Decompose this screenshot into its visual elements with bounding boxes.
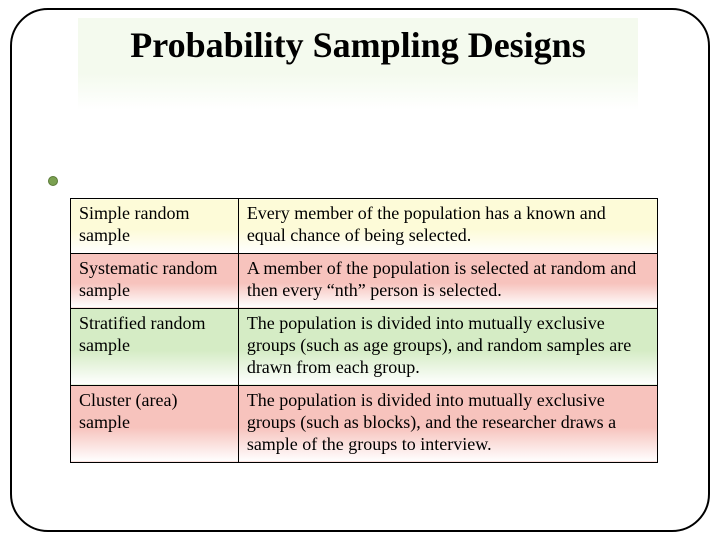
term-cell: Systematic random sample <box>71 253 239 308</box>
slide-title: Probability Sampling Designs <box>130 24 585 66</box>
title-box: Probability Sampling Designs <box>78 18 638 110</box>
sampling-table: Simple random sample Every member of the… <box>70 198 658 463</box>
definition-cell: A member of the population is selected a… <box>238 253 657 308</box>
table-row: Systematic random sample A member of the… <box>71 253 658 308</box>
term-cell: Simple random sample <box>71 199 239 254</box>
table-row: Stratified random sample The population … <box>71 308 658 385</box>
definition-cell: The population is divided into mutually … <box>238 308 657 385</box>
table-row: Cluster (area) sample The population is … <box>71 385 658 462</box>
bullet-icon <box>48 176 58 186</box>
term-cell: Stratified random sample <box>71 308 239 385</box>
definition-cell: The population is divided into mutually … <box>238 385 657 462</box>
definition-cell: Every member of the population has a kno… <box>238 199 657 254</box>
term-cell: Cluster (area) sample <box>71 385 239 462</box>
table-row: Simple random sample Every member of the… <box>71 199 658 254</box>
